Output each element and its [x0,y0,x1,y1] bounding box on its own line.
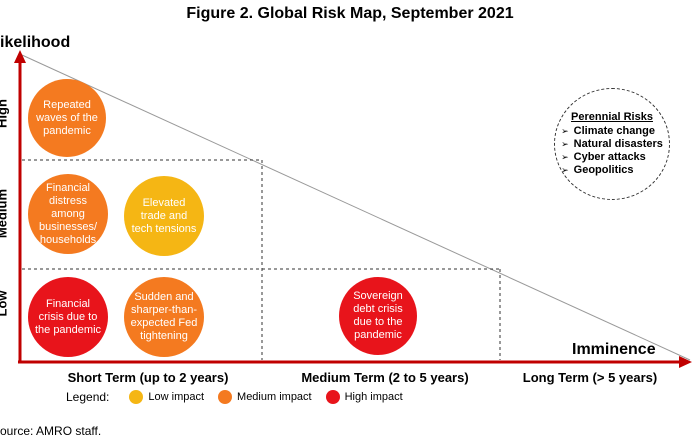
perennial-risk-item: Natural disasters [561,138,663,151]
x-tick-short-term: Short Term (up to 2 years) [67,370,229,385]
perennial-risks-panel: Perennial Risks Climate change Natural d… [554,88,670,200]
figure-title: Figure 2. Global Risk Map, September 202… [186,5,514,22]
perennial-risk-item: Cyber attacks [561,151,663,164]
risk-bubble-sovereign-debt: Sovereign debt crisis due to the pandemi… [339,277,417,355]
x-axis-arrowhead [679,356,692,368]
perennial-risk-item: Climate change [561,125,663,138]
legend-label: Legend: [66,390,110,404]
perennial-risks-title: Perennial Risks [571,111,653,123]
x-axis-title: Imminence [572,341,656,358]
risk-bubble-financial-crisis: Financial crisis due to the pandemic [28,277,108,357]
y-tick-high: High [0,99,10,128]
x-tick-medium-term: Medium Term (2 to 5 years) [301,370,469,385]
risk-bubble-trade-tech-tensions: Elevated trade and tech tensions [124,176,204,256]
legend-low-swatch [129,390,144,404]
source-note: ource: AMRO staff. [0,424,102,438]
diagonal-line [21,54,691,361]
y-tick-low: Low [0,290,10,317]
y-tick-medium: Medium [0,188,10,239]
x-tick-long-term: Long Term (> 5 years) [522,370,658,385]
legend-medium-label: Medium impact [237,391,312,403]
legend-medium-swatch [218,390,233,404]
perennial-risks-list: Climate change Natural disasters Cyber a… [561,125,663,177]
y-axis-arrowhead [14,50,26,63]
risk-bubble-fed-tightening: Sudden and sharper-than-expected Fed tig… [124,277,204,357]
risk-bubble-financial-distress: Financial distress among businesses/ hou… [28,174,108,254]
risk-bubble-repeated-waves: Repeated waves of the pandemic [28,79,106,157]
legend-high-swatch [325,390,340,404]
legend-high-label: High impact [344,391,403,403]
legend-low-label: Low impact [148,391,205,403]
perennial-risk-item: Geopolitics [561,164,663,177]
y-axis-title: ikelihood [0,34,71,51]
legend: Legend: Low impact Medium impact High im… [66,390,403,404]
